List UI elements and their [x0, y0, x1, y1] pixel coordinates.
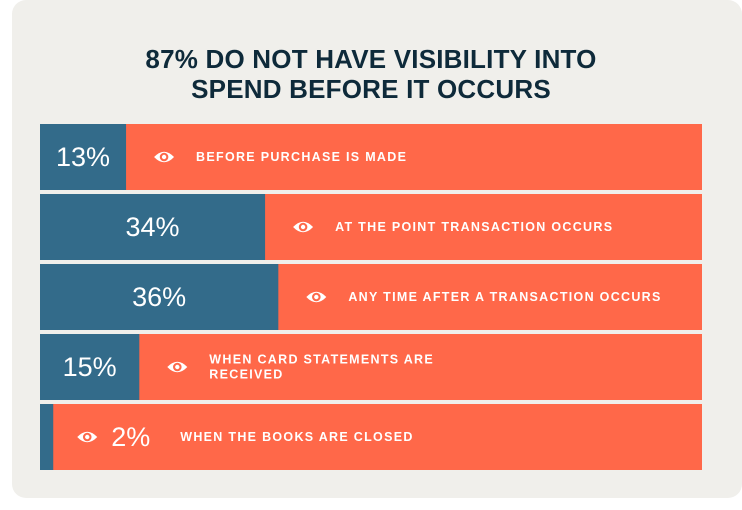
bar-row: 2% WHEN THE BOOKS ARE CLOSED	[40, 404, 702, 470]
chart-title-line-2: SPEND BEFORE IT OCCURS	[191, 74, 551, 104]
chart-title-line-1: 87% DO NOT HAVE VISIBILITY INTO	[145, 44, 597, 74]
value-label: 15%	[63, 352, 117, 382]
category-label: RECEIVED	[209, 368, 283, 382]
bar-value	[40, 404, 54, 470]
bar-value	[40, 124, 127, 190]
eye-icon-pupil	[314, 294, 319, 300]
eye-icon-pupil	[161, 154, 167, 160]
value-label: 2%	[111, 422, 150, 452]
chart-title: 87% DO NOT HAVE VISIBILITY INTO SPEND BE…	[0, 44, 742, 104]
bar-remainder	[40, 124, 702, 190]
category-label: WHEN CARD STATEMENTS ARE	[209, 353, 434, 367]
eye-icon-pupil	[175, 364, 180, 370]
category-label: AT THE POINT TRANSACTION OCCURS	[335, 220, 613, 234]
eye-icon-pupil	[300, 224, 306, 230]
eye-icon	[293, 221, 314, 233]
bar-row: 34% AT THE POINT TRANSACTION OCCURS	[40, 194, 702, 260]
bar-remainder	[40, 334, 702, 400]
eye-icon	[306, 291, 327, 303]
bar-value	[40, 334, 140, 400]
eye-icon	[154, 151, 175, 163]
category-label: WHEN THE BOOKS ARE CLOSED	[180, 430, 413, 444]
eye-icon-pupil	[85, 434, 90, 440]
bar-value	[40, 194, 266, 260]
value-label: 13%	[56, 142, 110, 172]
value-label: 36%	[132, 282, 186, 312]
category-label: BEFORE PURCHASE IS MADE	[196, 150, 407, 164]
category-label: ANY TIME AFTER A TRANSACTION OCCURS	[348, 290, 661, 304]
eye-icon	[77, 431, 98, 443]
bar-row: 13% BEFORE PURCHASE IS MADE	[40, 124, 702, 190]
bar-row: 36% ANY TIME AFTER A TRANSACTION OCCURS	[40, 264, 702, 330]
bar-remainder	[40, 404, 702, 470]
bar-value	[40, 264, 279, 330]
eye-icon	[167, 361, 188, 373]
value-label: 34%	[126, 212, 180, 242]
